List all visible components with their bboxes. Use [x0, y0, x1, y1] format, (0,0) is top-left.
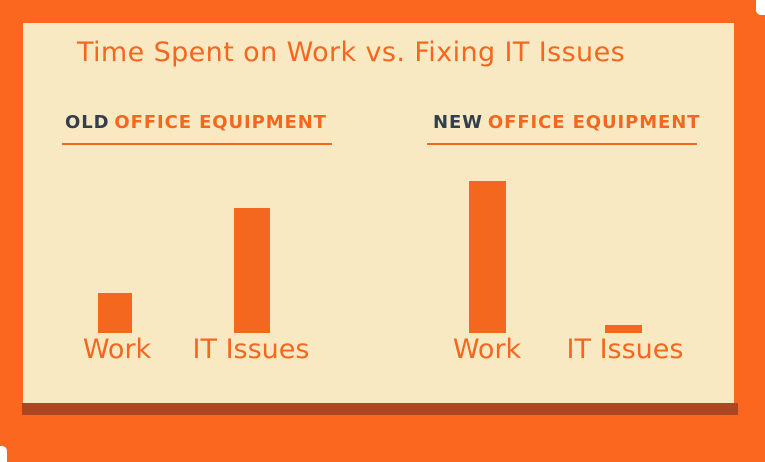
section-heading-old: OLD OFFICE EQUIPMENT — [65, 113, 327, 133]
section-heading-new-prefix: NEW — [433, 112, 483, 133]
bar-old-it-issues — [234, 208, 270, 333]
section-underline-old — [62, 143, 332, 145]
bar-new-it-issues — [605, 325, 642, 333]
chart-title: Time Spent on Work vs. Fixing IT Issues — [76, 37, 626, 68]
section-underline-new — [427, 143, 697, 145]
chart-card: Time Spent on Work vs. Fixing IT Issues … — [23, 23, 734, 403]
card-shadow-strip — [22, 403, 738, 415]
section-heading-new-rest: OFFICE EQUIPMENT — [487, 112, 701, 133]
bar-old-work — [98, 293, 132, 333]
bar-new-work — [469, 181, 506, 333]
axis-label-old-it-issues: IT Issues — [192, 334, 310, 365]
axis-label-new-it-issues: IT Issues — [566, 334, 684, 365]
section-heading-new: NEW OFFICE EQUIPMENT — [433, 113, 700, 133]
axis-label-old-work: Work — [82, 334, 152, 365]
corner-notch-top-right — [756, 0, 765, 15]
section-heading-old-rest: OFFICE EQUIPMENT — [114, 112, 327, 133]
section-heading-old-prefix: OLD — [65, 112, 110, 133]
axis-label-new-work: Work — [452, 334, 522, 365]
corner-notch-bottom-left — [0, 446, 7, 462]
